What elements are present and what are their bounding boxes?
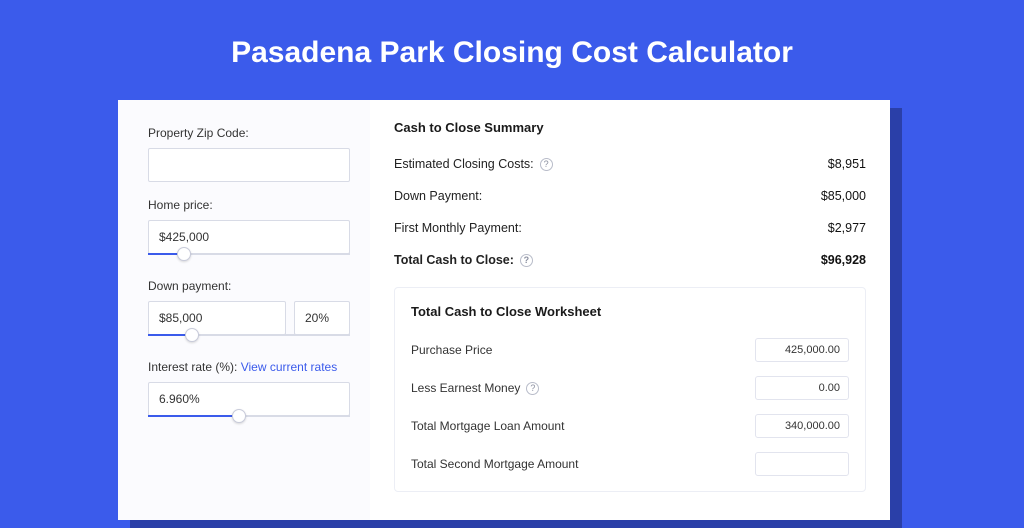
worksheet-row: Less Earnest Money? <box>411 369 849 407</box>
summary-row: Estimated Closing Costs:? $8,951 <box>394 149 866 181</box>
down-payment-pct-input[interactable] <box>294 301 350 335</box>
help-icon[interactable]: ? <box>520 254 533 267</box>
worksheet-panel: Total Cash to Close Worksheet Purchase P… <box>394 287 866 492</box>
worksheet-label: Purchase Price <box>411 343 492 357</box>
results-panel: Cash to Close Summary Estimated Closing … <box>370 100 890 520</box>
summary-value: $8,951 <box>828 157 866 171</box>
help-icon[interactable]: ? <box>540 158 553 171</box>
worksheet-value-input[interactable] <box>755 376 849 400</box>
worksheet-label: Total Second Mortgage Amount <box>411 457 578 471</box>
inputs-panel: Property Zip Code: Home price: Down paym… <box>118 100 370 520</box>
interest-rate-field: Interest rate (%): View current rates <box>148 360 350 425</box>
summary-label: Estimated Closing Costs:? <box>394 157 553 171</box>
worksheet-value-input[interactable] <box>755 414 849 438</box>
page-title: Pasadena Park Closing Cost Calculator <box>0 0 1024 94</box>
worksheet-value-input[interactable] <box>755 452 849 476</box>
summary-label: Down Payment: <box>394 189 482 203</box>
worksheet-row: Total Second Mortgage Amount <box>411 445 849 483</box>
summary-rows: Estimated Closing Costs:? $8,951 Down Paym… <box>394 149 866 277</box>
worksheet-rows: Purchase Price Less Earnest Money? Total M… <box>411 331 849 483</box>
summary-value: $2,977 <box>828 221 866 235</box>
interest-rate-label: Interest rate (%): View current rates <box>148 360 350 374</box>
summary-label: First Monthly Payment: <box>394 221 522 235</box>
down-payment-label: Down payment: <box>148 279 350 293</box>
slider-thumb[interactable] <box>177 247 191 261</box>
summary-row: Down Payment: $85,000 <box>394 181 866 213</box>
interest-rate-slider[interactable] <box>148 415 350 425</box>
down-payment-slider[interactable] <box>148 334 350 344</box>
summary-label: Total Cash to Close:? <box>394 253 533 267</box>
help-icon[interactable]: ? <box>526 382 539 395</box>
worksheet-row: Purchase Price <box>411 331 849 369</box>
home-price-field: Home price: <box>148 198 350 263</box>
view-rates-link[interactable]: View current rates <box>241 360 338 374</box>
home-price-label: Home price: <box>148 198 350 212</box>
worksheet-row: Total Mortgage Loan Amount <box>411 407 849 445</box>
summary-value: $85,000 <box>821 189 866 203</box>
interest-rate-input[interactable] <box>148 382 350 416</box>
zip-input[interactable] <box>148 148 350 182</box>
summary-row: First Monthly Payment: $2,977 <box>394 213 866 245</box>
down-payment-input[interactable] <box>148 301 286 335</box>
worksheet-value-input[interactable] <box>755 338 849 362</box>
zip-field: Property Zip Code: <box>148 126 350 182</box>
worksheet-label: Total Mortgage Loan Amount <box>411 419 564 433</box>
summary-title: Cash to Close Summary <box>394 120 866 135</box>
summary-row: Total Cash to Close:? $96,928 <box>394 245 866 277</box>
home-price-slider[interactable] <box>148 253 350 263</box>
worksheet-label: Less Earnest Money? <box>411 381 539 395</box>
worksheet-title: Total Cash to Close Worksheet <box>411 304 849 319</box>
summary-value: $96,928 <box>821 253 866 267</box>
zip-label: Property Zip Code: <box>148 126 350 140</box>
slider-thumb[interactable] <box>185 328 199 342</box>
down-payment-field: Down payment: <box>148 279 350 344</box>
calculator-card: Property Zip Code: Home price: Down paym… <box>118 100 890 520</box>
slider-thumb[interactable] <box>232 409 246 423</box>
